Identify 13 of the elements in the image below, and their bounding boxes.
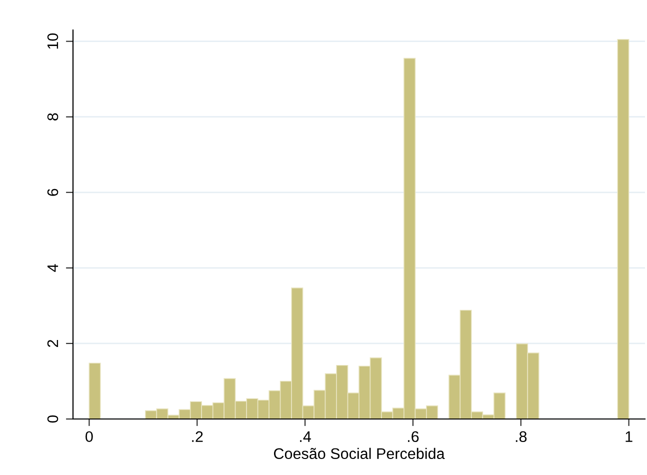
x-tick-label: .8 bbox=[516, 431, 527, 442]
x-tick-label: 0 bbox=[86, 431, 93, 442]
x-axis-title: Coesão Social Percebida bbox=[274, 448, 445, 460]
y-tick-label: 4 bbox=[48, 264, 58, 272]
x-tick-label: .6 bbox=[408, 431, 419, 442]
x-tick-label: .4 bbox=[300, 431, 311, 442]
y-tick-label: 8 bbox=[47, 113, 58, 120]
y-tick-label: 0 bbox=[47, 415, 58, 423]
y-tick-label: 6 bbox=[47, 188, 58, 196]
y-tick-label: 10 bbox=[47, 33, 58, 49]
x-tick-label: 1 bbox=[626, 431, 632, 442]
y-tick-label: 2 bbox=[47, 340, 58, 347]
x-tick-label: .2 bbox=[192, 431, 203, 442]
